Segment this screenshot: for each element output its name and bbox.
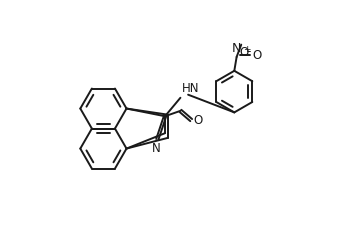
Text: O: O — [239, 46, 248, 59]
Text: -: - — [246, 46, 251, 59]
Text: N: N — [232, 42, 241, 56]
Text: +: + — [243, 45, 250, 54]
Text: O: O — [252, 49, 261, 62]
Text: HN: HN — [182, 82, 200, 96]
Text: N: N — [151, 142, 160, 155]
Text: O: O — [193, 114, 203, 126]
